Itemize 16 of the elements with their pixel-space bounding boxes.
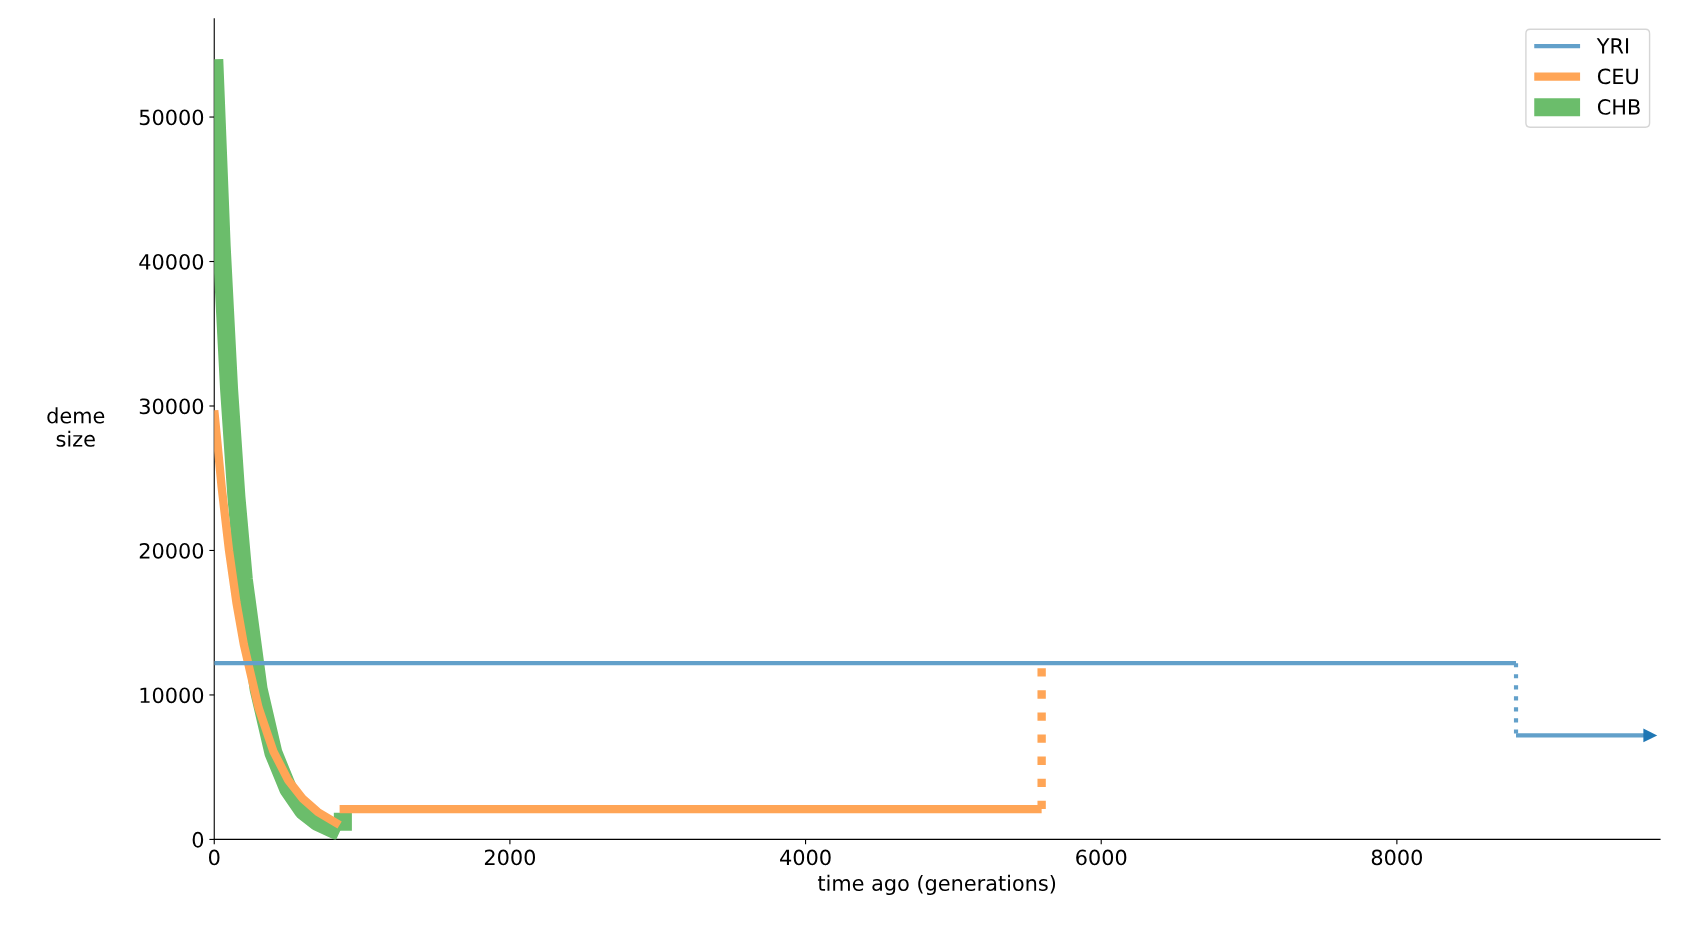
y-tick-label: 20000 <box>139 542 204 559</box>
y-tick-label: 30000 <box>139 398 204 415</box>
legend-label: CEU <box>1597 68 1638 85</box>
x-tick-label: 2000 <box>484 849 536 866</box>
y-tick-label: 10000 <box>140 687 204 704</box>
x-tick-label: 6000 <box>1076 849 1127 866</box>
legend-label: CHB <box>1597 99 1640 115</box>
y-tick-label: 40000 <box>139 253 204 270</box>
x-axis-title: time ago (generations) <box>817 874 1056 896</box>
x-tick-label: 8000 <box>1371 849 1422 866</box>
x-tick-label: 4000 <box>780 849 831 866</box>
x-tick-label: 0 <box>209 849 220 866</box>
y-tick-label: 0 <box>192 831 204 848</box>
legend-label: YRI <box>1596 38 1629 54</box>
y-tick-label: 50000 <box>139 109 204 126</box>
y-axis-title: deme size <box>47 407 105 447</box>
